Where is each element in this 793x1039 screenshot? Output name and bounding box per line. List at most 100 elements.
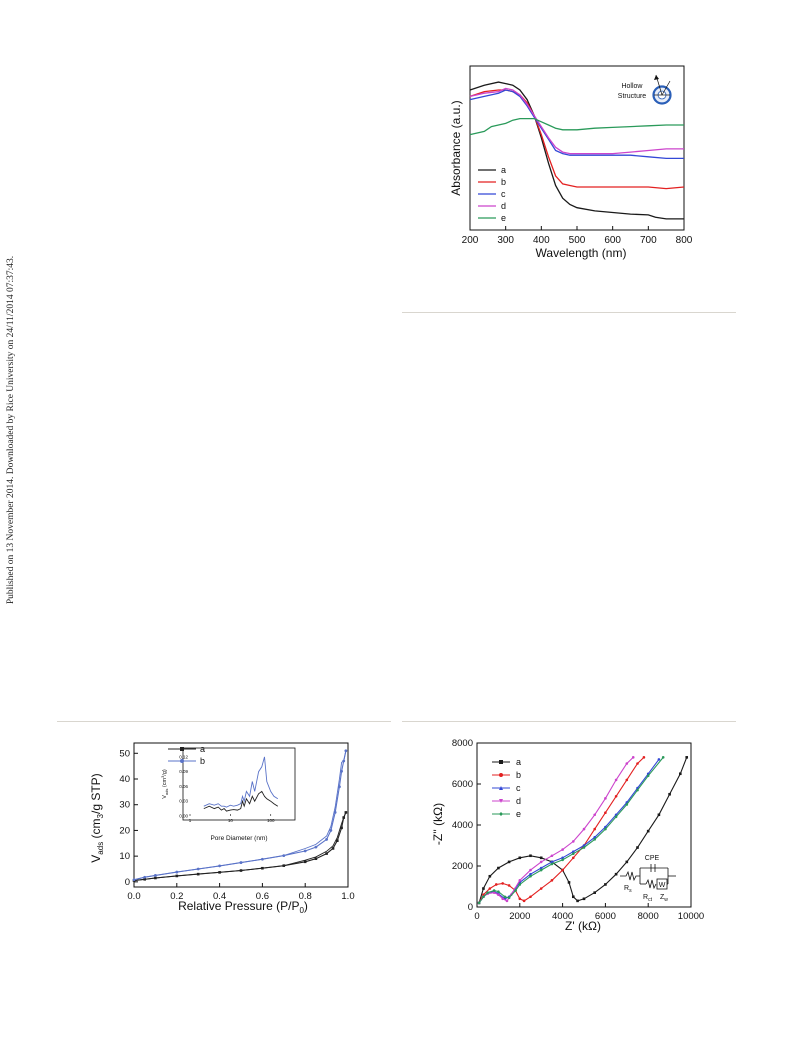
y-tick-label: 0: [468, 902, 473, 913]
inset-series-a: [203, 790, 279, 812]
data-point: [518, 897, 522, 901]
data-point: [572, 856, 575, 860]
y-axis-label: Vads (cm3/g STP): [89, 773, 105, 862]
circuit-zw-label: Zw: [660, 894, 668, 903]
data-point: [529, 872, 532, 876]
data-point: [518, 856, 522, 860]
inset-x-tick-label: 10: [228, 818, 234, 823]
series-desorption-a: [133, 812, 347, 882]
legend-label-c: c: [516, 783, 521, 793]
data-point: [561, 856, 564, 860]
data-point: [303, 860, 307, 864]
data-point: [514, 889, 517, 892]
data-point: [636, 786, 639, 790]
data-point: [514, 889, 517, 892]
data-point: [218, 871, 221, 874]
x-tick-label: 0.0: [127, 891, 140, 902]
data-point: [507, 860, 511, 864]
x-tick-label: 800: [676, 235, 693, 246]
data-point: [477, 901, 481, 905]
x-axis-label: Relative Pressure (P/P0): [178, 899, 308, 915]
x-tick-label: 500: [569, 235, 586, 246]
legend-label-b: b: [501, 177, 506, 187]
data-point: [477, 901, 481, 905]
circuit-rs-label: Rs: [624, 885, 632, 894]
data-point: [529, 895, 532, 899]
data-point: [497, 890, 500, 893]
data-point: [497, 892, 500, 895]
x-tick-label: 6000: [595, 911, 616, 922]
y-tick-label: 0: [125, 877, 130, 888]
y-tick-label: 2000: [452, 861, 473, 872]
inset-x-tick-label: 100: [267, 818, 275, 823]
x-tick-label: 0.8: [299, 891, 312, 902]
data-point: [282, 854, 286, 858]
data-point: [486, 892, 490, 895]
legend-label-e: e: [516, 809, 521, 819]
series-line-a: [469, 81, 684, 220]
series-line-a: [133, 812, 347, 882]
plot-frame: [476, 742, 692, 908]
data-point: [497, 893, 500, 896]
data-point: [261, 866, 264, 870]
data-point: [636, 788, 639, 792]
data-point: [143, 875, 147, 879]
series-line-b: [133, 750, 347, 881]
data-point: [539, 860, 543, 864]
inset-y-tick-label: 0.12: [179, 754, 188, 759]
data-point: [572, 840, 575, 843]
data-point: [631, 756, 635, 759]
data-point: [282, 864, 286, 867]
data-point: [492, 889, 496, 892]
data-point: [679, 772, 682, 776]
data-point: [567, 881, 571, 884]
plot-frame: [133, 742, 349, 888]
data-point: [325, 852, 328, 855]
series-line-b: [469, 89, 685, 190]
data-point: [614, 813, 618, 817]
data-point: [196, 867, 200, 871]
section-divider: [402, 312, 736, 313]
x-tick-label: 700: [640, 235, 657, 246]
data-point: [333, 811, 337, 814]
data-point: [342, 759, 346, 763]
data-point: [550, 879, 554, 882]
data-point: [344, 811, 348, 814]
circuit-w-label: W: [659, 882, 666, 889]
data-point: [518, 883, 522, 886]
download-notice: Published on 13 November 2014. Downloade…: [6, 255, 16, 605]
data-point: [539, 887, 543, 890]
legend-marker-b: [180, 759, 184, 763]
x-tick-label: 8000: [638, 911, 659, 922]
data-point: [561, 858, 564, 862]
data-point: [576, 899, 579, 903]
series-line-e: [469, 117, 684, 136]
x-tick-label: 2000: [509, 911, 530, 922]
inset-y-tick-label: 0.06: [179, 784, 188, 789]
data-point: [539, 866, 543, 870]
data-point: [561, 868, 564, 872]
y-tick-label: 4000: [452, 820, 473, 831]
data-point: [325, 838, 328, 841]
data-point: [614, 872, 618, 876]
x-axis-label: Wavelength (nm): [536, 246, 627, 260]
data-point: [593, 891, 596, 894]
data-point: [582, 827, 586, 831]
data-point: [646, 772, 650, 776]
data-point: [593, 827, 596, 831]
data-point: [505, 899, 509, 903]
x-tick-label: 0.4: [213, 891, 226, 902]
legend-label-b: b: [200, 756, 205, 766]
y-tick-label: 8000: [452, 738, 473, 749]
pore-size-inset: 1 10 100 0.00 0.03 0.06 0.09 0.12 Pore Diameter…: [160, 747, 296, 842]
data-point: [314, 857, 318, 861]
data-point: [657, 813, 661, 817]
data-point: [143, 877, 146, 881]
data-point: [550, 860, 554, 864]
data-point: [614, 795, 618, 798]
plot-frame: [469, 65, 685, 231]
data-point: [539, 868, 543, 872]
data-point: [507, 895, 511, 899]
data-point: [582, 844, 586, 847]
